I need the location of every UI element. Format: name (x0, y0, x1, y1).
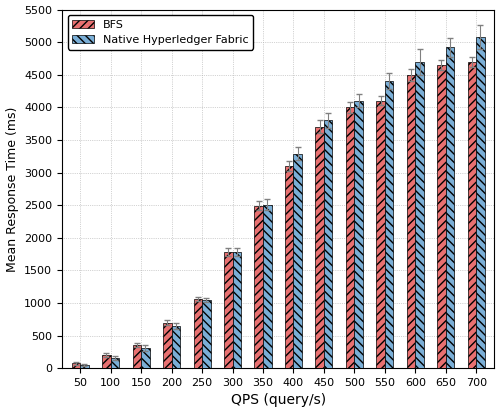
Bar (385, 81, 394, 368)
Bar (72, 363, 80, 368)
Bar (416, 62, 424, 368)
Bar (232, 252, 241, 368)
Bar (316, 127, 324, 368)
Bar (163, 323, 172, 368)
Bar (110, 358, 119, 368)
Bar (141, 348, 150, 368)
Bar (476, 37, 484, 368)
Bar (354, 101, 363, 368)
Bar (224, 252, 232, 368)
X-axis label: QPS (query/s): QPS (query/s) (230, 394, 326, 408)
Bar (285, 166, 294, 368)
Bar (172, 326, 180, 368)
Bar (324, 121, 332, 368)
Bar (132, 345, 141, 368)
Y-axis label: Mean Response Time (ms): Mean Response Time (ms) (6, 106, 18, 272)
Bar (437, 65, 446, 368)
Bar (254, 206, 263, 368)
Bar (376, 101, 385, 368)
Bar (446, 47, 454, 368)
Bar (80, 365, 89, 368)
Bar (194, 299, 202, 368)
Bar (263, 204, 272, 368)
Legend: BFS, Native Hyperledger Fabric: BFS, Native Hyperledger Fabric (68, 15, 253, 50)
Bar (406, 75, 416, 368)
Bar (468, 62, 476, 368)
Bar (294, 154, 302, 368)
Bar (202, 300, 210, 368)
Bar (102, 355, 110, 368)
Bar (346, 107, 354, 368)
